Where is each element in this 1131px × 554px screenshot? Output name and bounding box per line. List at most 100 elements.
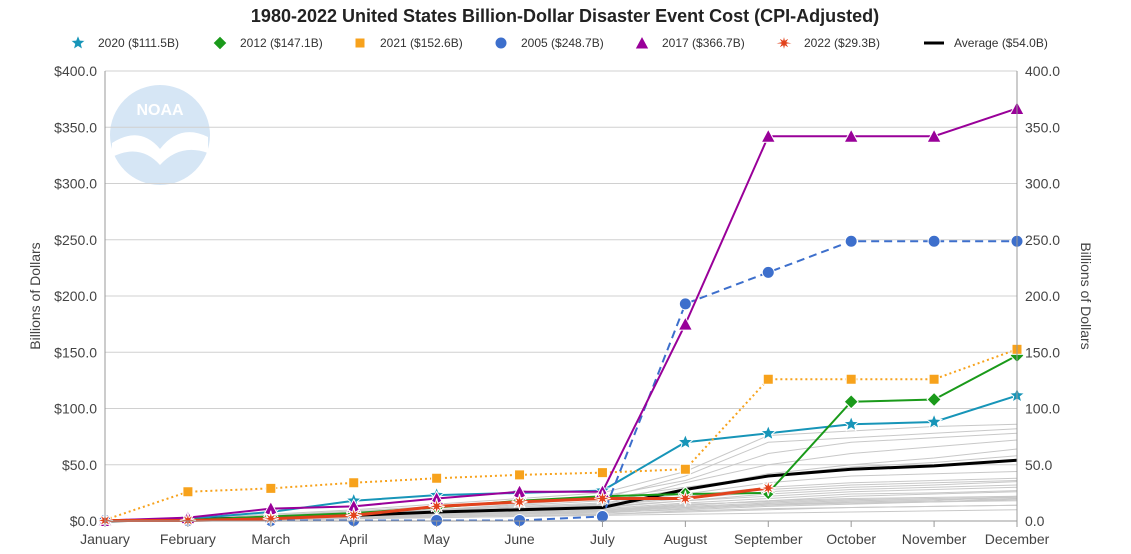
data-point — [179, 512, 197, 529]
data-point — [760, 128, 777, 143]
data-point — [843, 394, 859, 410]
data-point — [596, 467, 608, 479]
series-line — [104, 107, 1018, 522]
y-tick-label-right: 150.0 — [1025, 344, 1060, 360]
series-line — [104, 354, 1018, 522]
data-point — [678, 297, 692, 311]
y-tick-label-right: 350.0 — [1025, 119, 1060, 135]
y-tick-label-left: $300.0 — [54, 176, 97, 192]
logo-bird — [112, 132, 208, 165]
data-point — [844, 234, 858, 248]
data-point — [842, 414, 861, 432]
data-point — [494, 36, 508, 50]
data-point — [354, 37, 366, 49]
series-line — [104, 348, 1018, 521]
data-point — [928, 373, 940, 385]
y-tick-label-left: $100.0 — [54, 401, 97, 417]
logo-text: NOAA — [136, 102, 184, 119]
x-tick-label: October — [826, 531, 876, 547]
y-tick-label-left: $50.0 — [62, 457, 97, 473]
data-point — [925, 412, 943, 430]
data-point — [431, 472, 443, 484]
legend-label: 2022 ($29.3B) — [804, 36, 880, 50]
data-point — [677, 316, 694, 331]
data-point — [760, 479, 777, 497]
x-tick-label: March — [251, 531, 290, 547]
x-tick-label: August — [664, 531, 708, 547]
series-2 — [99, 343, 1023, 526]
x-tick-label: July — [590, 531, 615, 547]
legend-label: 2012 ($147.1B) — [240, 36, 323, 50]
y-tick-label-right: 100.0 — [1025, 401, 1060, 417]
axes: $0.0 0.0 $50.0 50.0 $100.0 100.0 $150.0 150.0 $2… — [54, 63, 1060, 547]
legend-item: 2005 ($248.7B) — [494, 36, 604, 50]
data-point — [775, 34, 793, 52]
legend-item: 2022 ($29.3B) — [775, 34, 880, 52]
legend-item: 2020 ($111.5B) — [69, 33, 179, 51]
series-lines — [96, 100, 1026, 529]
legend-item: 2012 ($147.1B) — [212, 35, 323, 51]
y-tick-label-left: $150.0 — [54, 344, 97, 360]
legend-label: 2020 ($111.5B) — [98, 36, 179, 50]
data-point — [265, 482, 277, 494]
data-point — [759, 423, 778, 441]
data-point — [843, 128, 860, 143]
y-tick-label-right: 300.0 — [1025, 176, 1060, 192]
series-3 — [98, 234, 1024, 527]
x-tick-label: April — [340, 531, 368, 547]
x-tick-label: June — [504, 531, 535, 547]
data-point — [679, 463, 691, 475]
x-tick-label: May — [423, 531, 449, 547]
y-tick-label-left: $0.0 — [70, 513, 97, 529]
y-tick-label-right: 200.0 — [1025, 288, 1060, 304]
noaa-logo: NOAA — [110, 85, 210, 185]
legend: 2020 ($111.5B) 2012 ($147.1B) 2021 ($152.6… — [69, 33, 1048, 52]
y-tick-label-right: 400.0 — [1025, 63, 1060, 79]
data-point — [927, 234, 941, 248]
data-point — [634, 34, 650, 50]
series-5 — [96, 479, 777, 529]
y-tick-label-right: 0.0 — [1025, 513, 1045, 529]
data-point — [926, 128, 942, 143]
data-point — [676, 432, 695, 450]
data-point — [594, 490, 611, 507]
y-tick-label-left: $250.0 — [54, 232, 97, 248]
x-tick-label: September — [734, 531, 803, 547]
legend-label: 2017 ($366.7B) — [662, 36, 745, 50]
y-tick-label-right: 50.0 — [1025, 457, 1052, 473]
data-point — [348, 477, 360, 489]
series-4 — [97, 100, 1025, 527]
data-point — [511, 493, 528, 511]
data-point — [845, 373, 857, 385]
legend-item: 2021 ($152.6B) — [354, 36, 463, 50]
y-tick-label-left: $350.0 — [54, 119, 97, 135]
legend-label: Average ($54.0B) — [954, 36, 1048, 50]
chart-title: 1980-2022 United States Billion-Dollar D… — [251, 6, 879, 26]
legend-item: 2017 ($366.7B) — [634, 34, 745, 50]
x-tick-label: January — [80, 531, 130, 547]
y-tick-label-left: $400.0 — [54, 63, 97, 79]
data-point — [762, 373, 774, 385]
background-year-line — [104, 423, 1018, 522]
data-point — [212, 35, 228, 51]
y-tick-label-left: $200.0 — [54, 288, 97, 304]
logo-circle — [110, 85, 210, 185]
series-line — [105, 240, 1017, 522]
gridlines — [105, 70, 1017, 522]
legend-label: 2005 ($248.7B) — [521, 36, 604, 50]
x-tick-label: December — [985, 531, 1050, 547]
legend-label: 2021 ($152.6B) — [380, 36, 463, 50]
y-axis-label-left: Billions of Dollars — [27, 242, 43, 349]
data-point — [69, 33, 87, 51]
background-year-lines — [104, 423, 1018, 522]
y-tick-label-right: 250.0 — [1025, 232, 1060, 248]
data-point — [182, 486, 194, 498]
legend-item: Average ($54.0B) — [924, 36, 1048, 50]
data-point — [926, 391, 942, 408]
data-point — [514, 469, 526, 481]
x-tick-label: November — [902, 531, 967, 547]
x-tick-label: February — [160, 531, 216, 547]
y-axis-label-right: Billions of Dollars — [1078, 242, 1094, 349]
data-point — [677, 490, 694, 507]
